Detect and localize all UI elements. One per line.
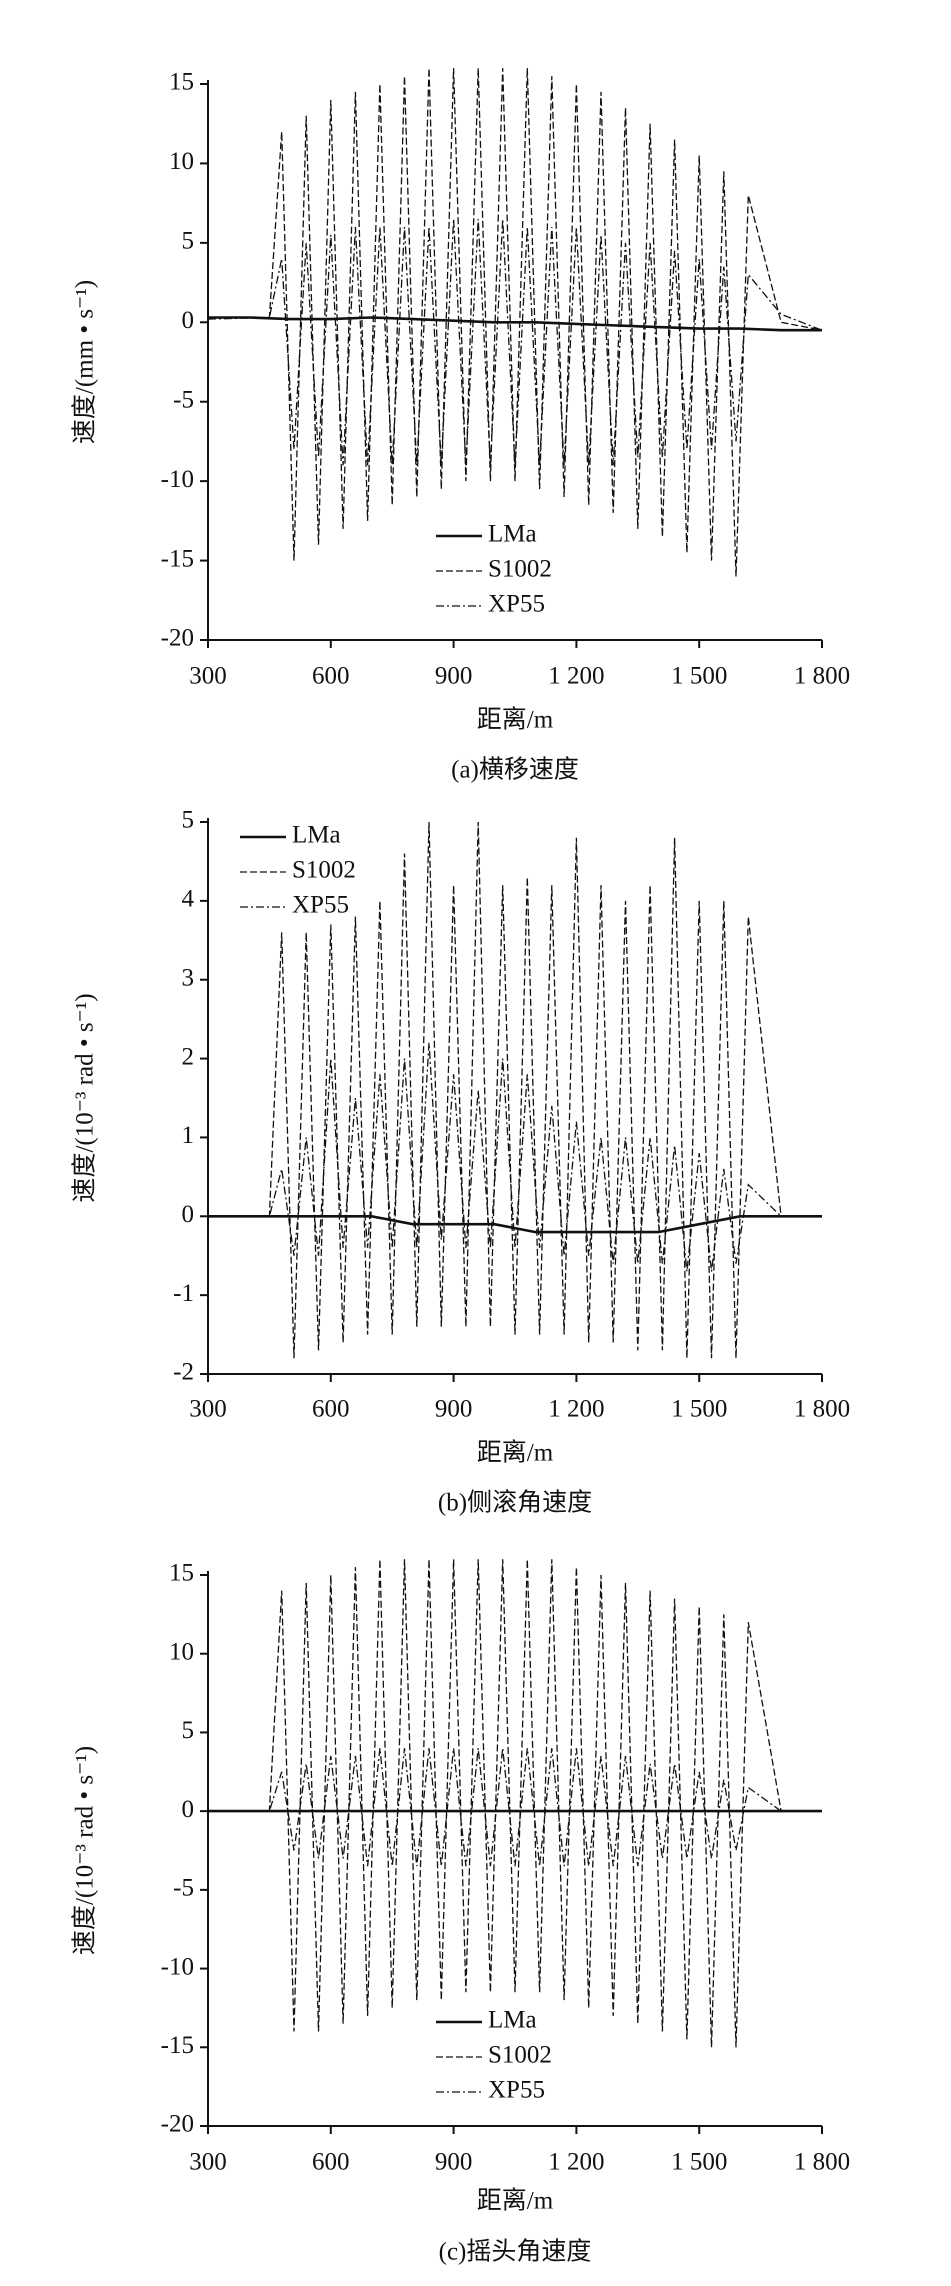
y-tick-label: -20 [161, 2111, 194, 2138]
y-tick-label: 2 [182, 1043, 195, 1070]
x-tick-label: 600 [312, 2149, 350, 2176]
y-tick-label: -5 [173, 1875, 194, 1902]
series-line [207, 218, 823, 466]
y-tick-label: 10 [169, 1638, 194, 1665]
caption: (a)横移速度 [451, 756, 579, 784]
y-tick-label: 0 [182, 307, 195, 334]
legend-label: XP55 [488, 2077, 545, 2104]
y-tick-label: 5 [182, 807, 195, 834]
x-tick-label: 900 [435, 1396, 473, 1423]
caption: (c)摇头角速度 [439, 2238, 592, 2266]
y-tick-label: -10 [161, 466, 194, 493]
x-axis-label: 距离/m [477, 706, 554, 734]
x-tick-label: 300 [189, 1396, 227, 1423]
y-tick-label: 0 [182, 1201, 195, 1228]
x-tick-label: 1 500 [671, 1396, 727, 1423]
y-tick-label: -15 [161, 2032, 194, 2059]
x-tick-label: 1 500 [671, 663, 727, 690]
y-tick-label: 5 [182, 1717, 195, 1744]
legend-label: LMa [488, 2007, 537, 2034]
y-tick-label: 0 [182, 1796, 195, 1823]
legend-label: LMa [292, 822, 341, 849]
caption: (b)侧滚角速度 [438, 1489, 592, 1517]
y-tick-label: 4 [182, 886, 195, 913]
y-tick-label: 3 [182, 964, 195, 991]
x-tick-label: 1 200 [548, 1396, 604, 1423]
x-tick-label: 600 [312, 663, 350, 690]
x-axis-label: 距离/m [477, 2187, 554, 2215]
series-line [208, 1215, 822, 1234]
x-tick-label: 1 800 [794, 1396, 850, 1423]
legend-label: LMa [488, 521, 537, 548]
y-tick-label: -15 [161, 545, 194, 572]
x-tick-label: 1 800 [794, 663, 850, 690]
x-tick-label: 300 [189, 663, 227, 690]
legend-label: S1002 [488, 556, 552, 583]
legend-label: S1002 [488, 2042, 552, 2069]
y-tick-label: 5 [182, 228, 195, 255]
y-tick-label: -20 [161, 625, 194, 652]
series-line [208, 1559, 822, 2048]
legend-label: XP55 [292, 892, 349, 919]
x-tick-label: 1 200 [548, 663, 604, 690]
y-tick-label: -2 [173, 1359, 194, 1386]
series-line [208, 316, 822, 332]
y-tick-label: -5 [173, 386, 194, 413]
y-tick-label: 10 [169, 148, 194, 175]
y-tick-label: 1 [182, 1122, 195, 1149]
x-tick-label: 900 [435, 663, 473, 690]
series-line [208, 1748, 822, 1867]
legend-label: XP55 [488, 591, 545, 618]
y-tick-label: 15 [169, 1560, 194, 1587]
x-tick-label: 300 [189, 2149, 227, 2176]
x-tick-label: 1 800 [794, 2149, 850, 2176]
y-tick-label: -1 [173, 1280, 194, 1307]
x-tick-label: 1 500 [671, 2149, 727, 2176]
x-tick-label: 900 [435, 2149, 473, 2176]
y-axis-label: 速度/(mm • s⁻¹) [71, 280, 99, 444]
y-tick-label: -10 [161, 1953, 194, 1980]
y-axis-label: 速度/(10⁻³ rad • s⁻¹) [71, 1746, 99, 1955]
y-tick-label: 15 [169, 69, 194, 96]
series-line [208, 68, 823, 577]
series-line [208, 1042, 822, 1272]
x-axis-label: 距离/m [477, 1439, 554, 1467]
x-tick-label: 1 200 [548, 2149, 604, 2176]
x-tick-label: 600 [312, 1396, 350, 1423]
legend-label: S1002 [292, 857, 356, 884]
series-line [208, 821, 822, 1359]
y-axis-label: 速度/(10⁻³ rad • s⁻¹) [71, 993, 99, 1202]
